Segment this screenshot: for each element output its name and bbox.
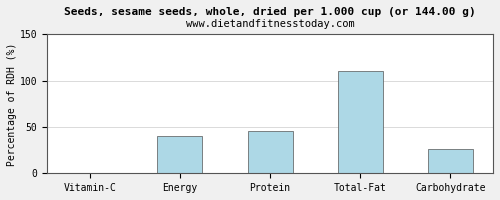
Bar <box>338 71 382 173</box>
Title: Seeds, sesame seeds, whole, dried per 1.000 cup (or 144.00 g): Seeds, sesame seeds, whole, dried per 1.… <box>64 7 476 17</box>
Bar <box>248 131 292 173</box>
Bar <box>158 136 202 173</box>
Y-axis label: Percentage of RDH (%): Percentage of RDH (%) <box>7 42 17 166</box>
Text: www.dietandfitnesstoday.com: www.dietandfitnesstoday.com <box>186 19 354 29</box>
Bar <box>428 149 473 173</box>
